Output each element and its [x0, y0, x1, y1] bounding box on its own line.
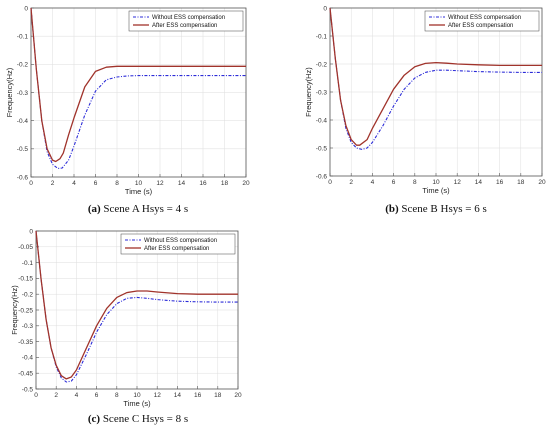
y-tick-label: -0.15: [18, 276, 33, 283]
y-tick-label: 0: [24, 5, 28, 12]
y-tick-label: -0.1: [316, 33, 328, 40]
x-tick-label: 20: [234, 392, 242, 399]
x-tick-label: 20: [538, 179, 546, 186]
x-axis-label: Time (s): [422, 186, 450, 195]
y-tick-label: -0.25: [18, 307, 33, 314]
y-tick-label: -0.1: [17, 33, 29, 40]
x-tick-label: 14: [475, 179, 483, 186]
x-tick-label: 4: [75, 392, 79, 399]
y-axis-label: Frequency(Hz): [10, 285, 19, 335]
caption-text: Scene A Hsys = 4 s: [101, 203, 188, 215]
x-axis-label: Time (s): [123, 399, 151, 408]
chart-panel-b: 0 2 4 6 8 10 12 14 16 18 20 0 -0.1 -0.2 -0.3 -0.4 -0.5 -0…: [304, 5, 546, 215]
y-tick-label: -0.2: [17, 62, 29, 69]
y-tick-label: -0.6: [316, 173, 328, 180]
y-tick-label: -0.2: [22, 292, 34, 299]
legend-label: After ESS compensation: [144, 246, 209, 252]
x-tick-label: 18: [214, 392, 222, 399]
y-tick-label: -0.6: [17, 174, 29, 181]
y-tick-label: -0.2: [316, 61, 328, 68]
y-tick-label: -0.4: [316, 117, 328, 124]
x-tick-label: 8: [115, 392, 119, 399]
legend-label: Without ESS compensation: [448, 15, 521, 21]
series-line-without-ess: [30, 7, 246, 170]
legend-box: [120, 233, 236, 255]
x-tick-label: 0: [34, 392, 38, 399]
x-tick-label: 12: [154, 392, 162, 399]
panel-caption: (c) Scene C Hsys = 8 s: [88, 413, 188, 425]
y-tick-label: -0.3: [17, 90, 29, 97]
caption-text: Scene C Hsys = 8 s: [100, 413, 188, 425]
y-axis-label: Frequency(Hz): [304, 67, 313, 117]
legend-box: [424, 10, 540, 32]
y-tick-label: -0.1: [22, 260, 34, 267]
y-tick-label: -0.45: [18, 371, 33, 378]
y-tick-label: -0.5: [17, 146, 29, 153]
panel-caption: (b) Scene B Hsys = 6 s: [385, 203, 487, 215]
series-line-after-ess: [329, 7, 542, 146]
legend-label: After ESS compensation: [152, 23, 217, 29]
x-tick-label: 8: [413, 179, 417, 186]
y-tick-label: -0.4: [17, 118, 29, 125]
x-tick-label: 10: [432, 179, 440, 186]
y-tick-label: -0.3: [22, 323, 34, 330]
x-tick-label: 0: [29, 180, 33, 187]
legend-label: After ESS compensation: [448, 23, 513, 29]
caption-label: (c): [88, 413, 101, 425]
x-tick-label: 20: [242, 180, 250, 187]
chart-panel-c: 0 2 4 6 8 10 12 14 16 18 20 0 -0.05 -0.1 -0.15 -0.2 -0.2…: [10, 228, 242, 425]
y-tick-label: -0.3: [316, 89, 328, 96]
y-tick-label: -0.35: [18, 339, 33, 346]
x-tick-label: 16: [194, 392, 202, 399]
series-line-after-ess: [30, 7, 246, 163]
series-line-after-ess: [35, 230, 238, 380]
x-tick-label: 14: [174, 392, 182, 399]
x-tick-label: 2: [54, 392, 58, 399]
caption-label: (b): [385, 203, 399, 215]
x-tick-label: 12: [454, 179, 462, 186]
x-tick-label: 8: [115, 180, 119, 187]
y-axis-label: Frequency(Hz): [5, 67, 14, 117]
y-tick-label: -0.4: [22, 355, 34, 362]
chart-panel-a: 0 2 4 6 8 10 12 14 16 18 20 0 -0.1 -0.2 -0.3 -0.4 -0.5 -0…: [5, 5, 250, 215]
caption-label: (a): [88, 203, 101, 215]
legend-label: Without ESS compensation: [152, 15, 225, 21]
y-tick-label: -0.5: [22, 386, 34, 393]
y-tick-label: 0: [323, 5, 327, 12]
y-tick-label: 0: [29, 228, 33, 235]
x-tick-label: 6: [94, 180, 98, 187]
x-tick-label: 2: [349, 179, 353, 186]
x-tick-label: 6: [95, 392, 99, 399]
x-tick-label: 16: [199, 180, 207, 187]
x-tick-label: 4: [371, 179, 375, 186]
panel-caption: (a) Scene A Hsys = 4 s: [88, 203, 188, 215]
x-tick-label: 10: [133, 392, 141, 399]
x-tick-label: 16: [496, 179, 504, 186]
legend-label: Without ESS compensation: [144, 238, 217, 244]
x-tick-label: 18: [221, 180, 229, 187]
legend-box: [128, 10, 244, 32]
x-tick-label: 12: [156, 180, 164, 187]
y-tick-label: -0.05: [18, 244, 33, 251]
x-tick-label: 18: [517, 179, 525, 186]
series-line-without-ess: [329, 7, 542, 150]
x-tick-label: 0: [328, 179, 332, 186]
y-tick-label: -0.5: [316, 145, 328, 152]
x-tick-label: 2: [51, 180, 55, 187]
x-tick-label: 14: [178, 180, 186, 187]
x-axis-label: Time (s): [125, 187, 153, 196]
x-tick-label: 4: [72, 180, 76, 187]
x-tick-label: 6: [392, 179, 396, 186]
caption-text: Scene B Hsys = 6 s: [399, 203, 487, 215]
x-tick-label: 10: [135, 180, 143, 187]
